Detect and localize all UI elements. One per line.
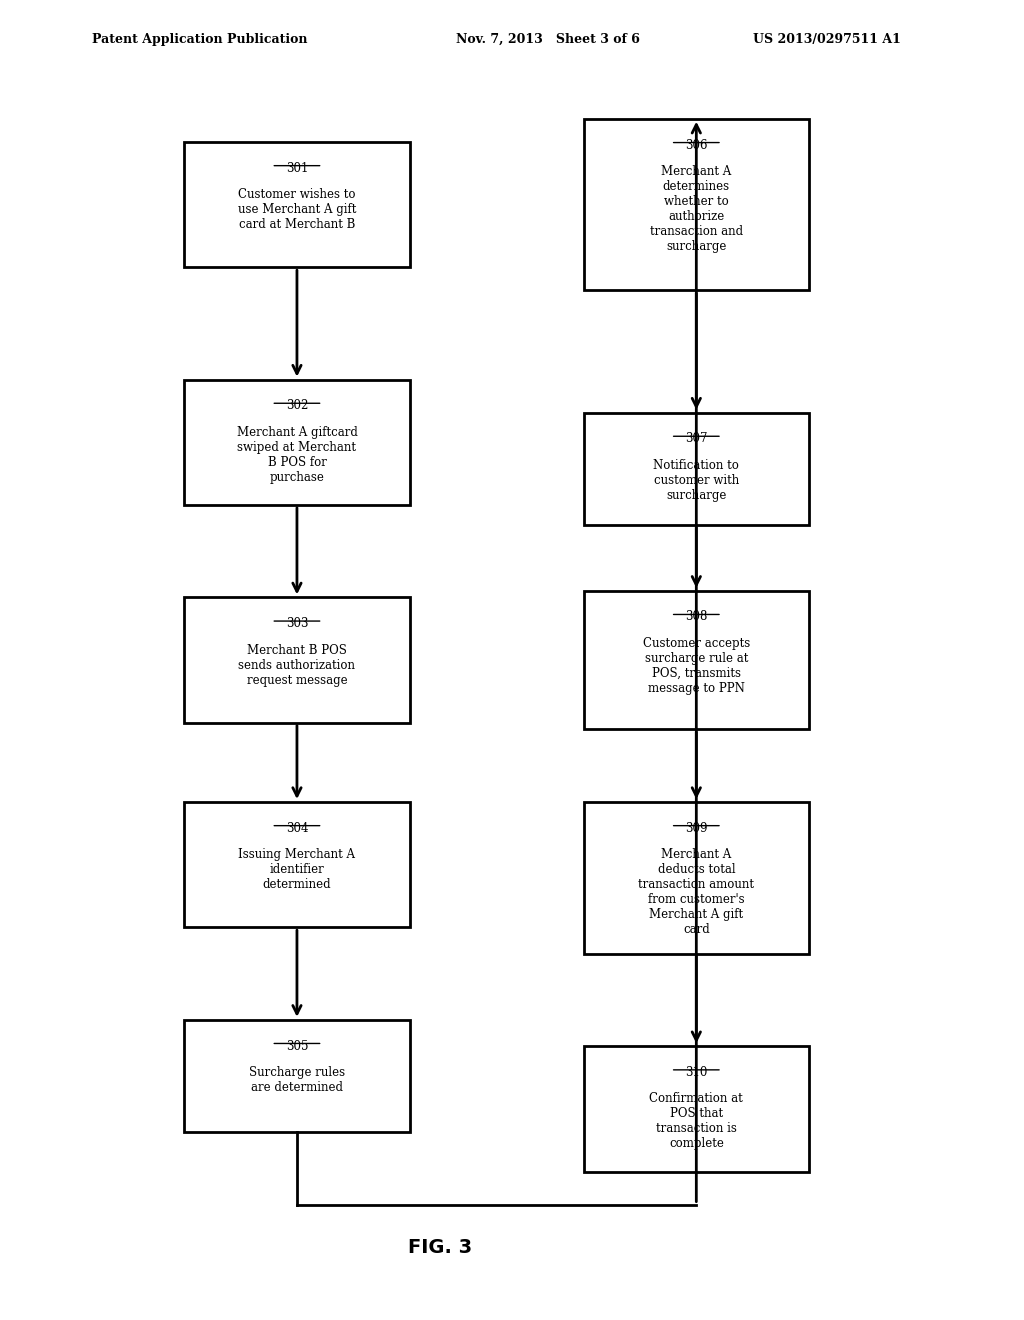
Text: Customer accepts
surcharge rule at
POS, transmits
message to PPN: Customer accepts surcharge rule at POS, … <box>643 638 750 694</box>
Bar <box>584 591 809 729</box>
Bar <box>584 119 809 290</box>
Text: 306: 306 <box>685 139 708 152</box>
Text: 309: 309 <box>685 821 708 834</box>
Bar <box>184 380 410 504</box>
Text: Patent Application Publication: Patent Application Publication <box>92 33 307 46</box>
Text: Issuing Merchant A
identifier
determined: Issuing Merchant A identifier determined <box>239 849 355 891</box>
Bar <box>584 803 809 953</box>
Bar <box>184 597 410 722</box>
Text: Merchant A
deducts total
transaction amount
from customer's
Merchant A gift
card: Merchant A deducts total transaction amo… <box>638 849 755 936</box>
Text: Merchant A
determines
whether to
authorize
transaction and
surcharge: Merchant A determines whether to authori… <box>650 165 742 253</box>
Text: 303: 303 <box>286 618 308 630</box>
Text: 302: 302 <box>286 399 308 412</box>
Text: US 2013/0297511 A1: US 2013/0297511 A1 <box>753 33 900 46</box>
Text: FIG. 3: FIG. 3 <box>409 1238 472 1257</box>
Text: 304: 304 <box>286 821 308 834</box>
Text: 305: 305 <box>286 1039 308 1052</box>
Text: Surcharge rules
are determined: Surcharge rules are determined <box>249 1065 345 1094</box>
Text: Confirmation at
POS that
transaction is
complete: Confirmation at POS that transaction is … <box>649 1093 743 1150</box>
Bar <box>584 412 809 524</box>
Bar <box>184 803 410 927</box>
Text: Merchant A giftcard
swiped at Merchant
B POS for
purchase: Merchant A giftcard swiped at Merchant B… <box>237 425 357 483</box>
Bar <box>184 1019 410 1131</box>
Text: 310: 310 <box>685 1067 708 1078</box>
Text: 307: 307 <box>685 433 708 445</box>
Bar <box>184 143 410 267</box>
Text: Merchant B POS
sends authorization
request message: Merchant B POS sends authorization reque… <box>239 644 355 686</box>
Bar <box>584 1045 809 1172</box>
Text: 301: 301 <box>286 162 308 174</box>
Text: Notification to
customer with
surcharge: Notification to customer with surcharge <box>653 459 739 502</box>
Text: Customer wishes to
use Merchant A gift
card at Merchant B: Customer wishes to use Merchant A gift c… <box>238 189 356 231</box>
Text: Nov. 7, 2013   Sheet 3 of 6: Nov. 7, 2013 Sheet 3 of 6 <box>456 33 640 46</box>
Text: 308: 308 <box>685 610 708 623</box>
